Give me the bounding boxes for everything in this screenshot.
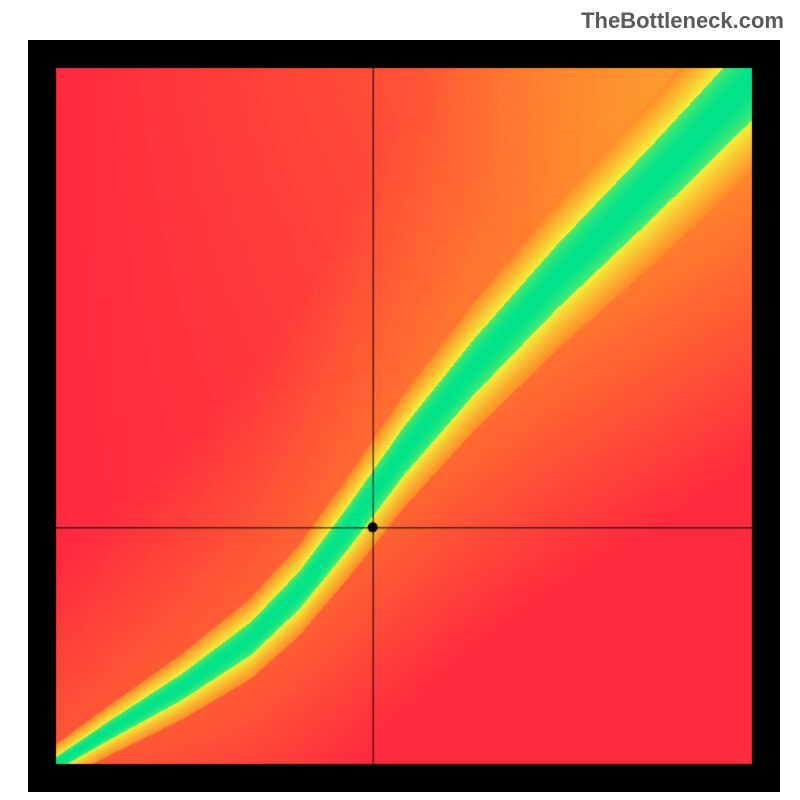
heatmap-canvas (28, 40, 780, 792)
watermark-text: TheBottleneck.com (581, 8, 784, 34)
chart-container: TheBottleneck.com (0, 0, 800, 800)
plot-frame (28, 40, 780, 792)
